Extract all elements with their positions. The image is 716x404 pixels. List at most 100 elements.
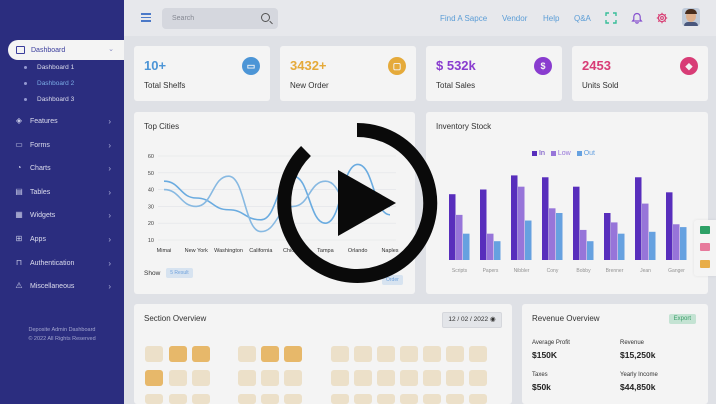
section-cell[interactable] <box>423 346 441 362</box>
panel-title: Revenue Overview <box>532 314 600 323</box>
order-select[interactable]: Order <box>382 275 403 285</box>
section-cell[interactable] <box>169 394 187 404</box>
export-button[interactable]: Export <box>668 314 696 324</box>
x-tick-label: Scripts <box>452 268 468 274</box>
revenue-value: $15,250k <box>620 350 656 360</box>
section-cell[interactable] <box>469 394 487 404</box>
nav-link-help[interactable]: Help <box>543 14 560 23</box>
stat-value: 10+ <box>144 58 167 73</box>
sidebar-item-charts[interactable]: ◔ Charts › <box>15 164 119 173</box>
section-cell[interactable] <box>377 394 395 404</box>
bar-low <box>580 229 587 260</box>
y-tick-label: 30 <box>148 204 154 210</box>
x-tick-label: Naples <box>381 248 398 254</box>
section-cell[interactable] <box>354 394 372 404</box>
folder-icon[interactable] <box>700 260 710 268</box>
section-cell[interactable] <box>331 370 349 386</box>
section-cell[interactable] <box>400 394 418 404</box>
stat-label: Total Sales <box>436 81 476 90</box>
x-tick-label: Washington <box>214 248 243 254</box>
nav-link-vendor[interactable]: Vendor <box>502 14 528 23</box>
sidebar-item-features[interactable]: ◈ Features › <box>15 117 119 126</box>
y-tick-label: 60 <box>148 154 154 160</box>
section-cell[interactable] <box>446 346 464 362</box>
bell-icon[interactable] <box>631 12 643 24</box>
chart-icon[interactable] <box>700 243 710 251</box>
gear-icon[interactable] <box>656 12 668 24</box>
date-picker[interactable]: 12 / 02 / 2022 ◉ <box>442 312 502 328</box>
section-cell[interactable] <box>284 394 302 404</box>
sidebar-item-label: Widgets <box>30 211 56 219</box>
section-cell[interactable] <box>331 346 349 362</box>
x-tick-label: Nibbler <box>514 268 530 274</box>
section-cell[interactable] <box>469 346 487 362</box>
revenue-label: Revenue <box>620 340 645 346</box>
y-tick-label: 50 <box>148 171 154 177</box>
section-cell[interactable] <box>423 394 441 404</box>
section-cell[interactable] <box>354 346 372 362</box>
sidebar-item-miscellaneous[interactable]: ⚠ Miscellaneous › <box>15 282 119 291</box>
section-cell[interactable] <box>145 370 163 386</box>
x-tick-label: Bobby <box>576 268 591 274</box>
sidebar-item-label: Charts <box>30 164 51 172</box>
section-cell[interactable] <box>238 346 256 362</box>
revenue-label: Yearly Income <box>620 372 658 378</box>
floating-tools <box>694 220 716 276</box>
section-cell[interactable] <box>377 346 395 362</box>
sidebar-subitem-label: Dashboard 3 <box>37 96 75 103</box>
section-cell[interactable] <box>284 370 302 386</box>
hamburger-menu-icon[interactable] <box>141 13 151 24</box>
money-icon[interactable] <box>700 226 710 234</box>
sidebar-subitem-dashboard-3[interactable]: Dashboard 3 <box>24 96 74 103</box>
truck-icon: ▭ <box>15 140 23 149</box>
section-cell[interactable] <box>400 370 418 386</box>
sidebar-subitem-dashboard-2[interactable]: Dashboard 2 <box>24 80 74 87</box>
section-cell[interactable] <box>238 394 256 404</box>
sidebar-item-tables[interactable]: ▤ Tables › <box>15 188 119 197</box>
bar-out <box>463 233 470 260</box>
section-cell[interactable] <box>423 370 441 386</box>
search-icon[interactable] <box>261 13 270 22</box>
fullscreen-icon[interactable] <box>605 12 617 24</box>
show-results-control: Show 5 Result <box>144 268 193 278</box>
section-cell[interactable] <box>261 346 279 362</box>
section-cell[interactable] <box>192 346 210 362</box>
section-cell[interactable] <box>331 394 349 404</box>
sidebar-item-apps[interactable]: ⊞ Apps › <box>15 235 119 244</box>
sidebar-item-forms[interactable]: ▭ Forms › <box>15 140 119 150</box>
section-cell[interactable] <box>238 370 256 386</box>
section-cell[interactable] <box>261 394 279 404</box>
sidebar-subitem-dashboard-1[interactable]: Dashboard 1 <box>24 64 74 71</box>
section-cell[interactable] <box>446 370 464 386</box>
stat-card-units-sold: 2453 Units Sold ◆ <box>572 46 708 101</box>
user-avatar[interactable] <box>682 8 700 26</box>
section-cell[interactable] <box>469 370 487 386</box>
section-cell[interactable] <box>145 394 163 404</box>
sidebar-item-authentication[interactable]: ⊓ Authentication › <box>15 259 119 268</box>
results-count-select[interactable]: 5 Result <box>166 268 193 278</box>
section-cell[interactable] <box>377 370 395 386</box>
section-cell[interactable] <box>400 346 418 362</box>
sidebar-item-widgets[interactable]: ▦ Widgets › <box>15 211 119 220</box>
section-cell[interactable] <box>192 394 210 404</box>
section-cell[interactable] <box>446 394 464 404</box>
section-cell[interactable] <box>192 370 210 386</box>
play-video-icon[interactable] <box>276 122 438 284</box>
sidebar-item-dashboard[interactable]: Dashboard ⌄ <box>8 40 124 60</box>
sidebar-footer-copyright: © 2022 All Rights Reserved <box>28 336 96 342</box>
sidebar-item-label: Forms <box>30 141 50 149</box>
section-cell[interactable] <box>284 346 302 362</box>
section-cell[interactable] <box>145 346 163 362</box>
y-tick-label: 40 <box>148 188 154 194</box>
stat-card-new-order: 3432+ New Order ▢ <box>280 46 416 101</box>
search-placeholder: Search <box>172 15 195 22</box>
section-cell[interactable] <box>169 370 187 386</box>
nav-link-qa[interactable]: Q&A <box>574 14 591 23</box>
nav-link-find-space[interactable]: Find A Sapce <box>440 14 488 23</box>
section-cell[interactable] <box>169 346 187 362</box>
section-cell[interactable] <box>261 370 279 386</box>
section-cell[interactable] <box>354 370 372 386</box>
search-input[interactable]: Search <box>162 8 278 29</box>
bar-low <box>611 222 618 260</box>
bar-low <box>456 214 463 260</box>
